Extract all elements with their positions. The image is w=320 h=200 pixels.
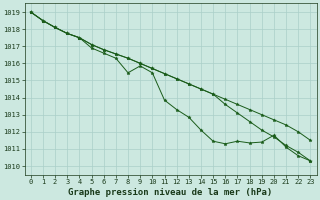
X-axis label: Graphe pression niveau de la mer (hPa): Graphe pression niveau de la mer (hPa) bbox=[68, 188, 273, 197]
